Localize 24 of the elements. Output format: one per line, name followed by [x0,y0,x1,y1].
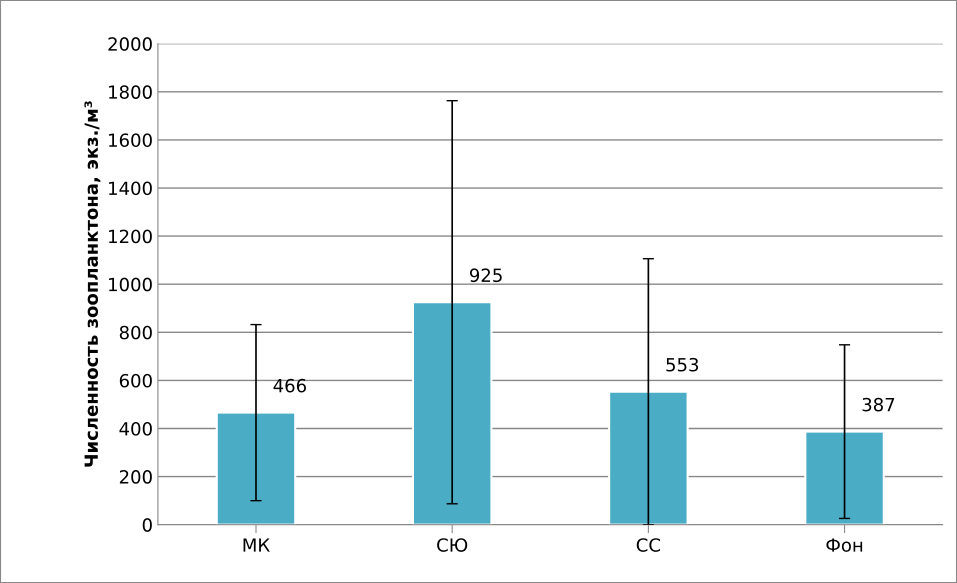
y-tick-label: 1800 [109,85,152,99]
x-tick-label: СС [636,538,660,552]
y-tick-label: 600 [120,374,152,388]
data-label: 925 [470,268,502,282]
y-tick-label: 1400 [109,181,152,196]
y-tick-label: 1600 [109,133,152,148]
data-label: 466 [274,378,306,392]
y-tick-label: 800 [120,326,152,340]
bar [804,430,885,525]
y-tick-label: 400 [119,422,152,436]
x-tick-label: СЮ [437,538,468,552]
x-tick-label: МК [244,538,270,552]
bar [216,412,296,525]
y-tick-label: 200 [120,470,152,484]
x-tick-label: Фон [826,538,862,552]
y-tick-label: 1200 [109,230,152,244]
y-axis-title: Численность зоопланктона, экз./м³ [84,101,100,467]
bar [412,301,492,525]
data-label: 553 [666,358,698,372]
y-tick-label: 1000 [109,278,152,292]
bar [608,390,689,525]
y-tick-label: 2000 [108,37,152,51]
y-tick-label: 0 [142,518,152,532]
data-label: 387 [862,398,894,412]
